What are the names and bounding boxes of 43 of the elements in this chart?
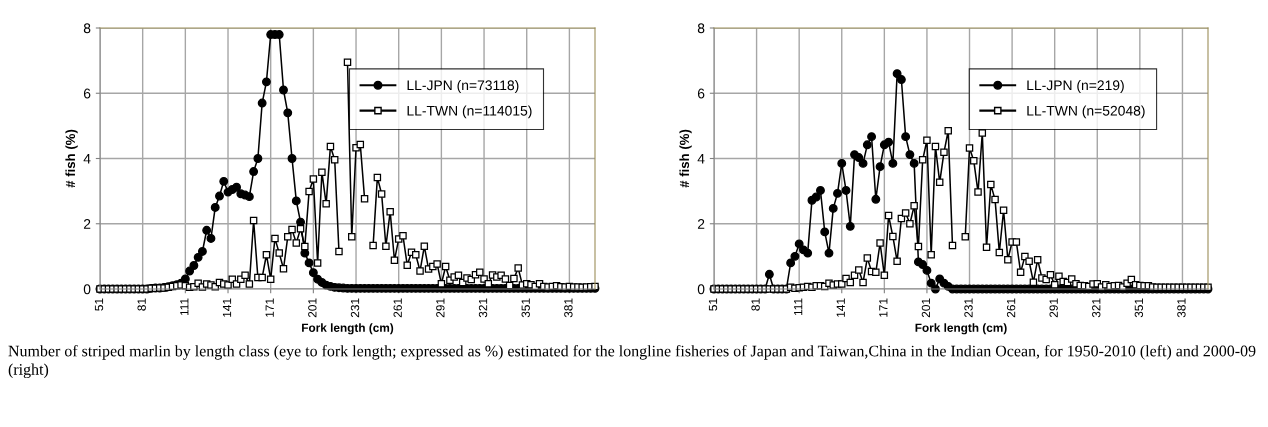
y-tick-label: 0 xyxy=(83,284,91,295)
x-tick-label: 81 xyxy=(751,298,760,311)
x-tick-label: 171 xyxy=(879,298,888,317)
text: Number of striped marlin by length class (eye to fork length; expressed as %) estimated for the longline fisheries of Japan and Taiwan,China in the Indian Ocean, for 1950-2010 (left) and 2000-09 (right) xyxy=(8,345,1256,379)
x-tick-label: 111 xyxy=(180,298,189,316)
legend-label: LL-TWN (n=52048) xyxy=(1027,105,1145,119)
x-tick-label: 231 xyxy=(350,298,360,318)
y-tick-label: 8 xyxy=(83,23,91,34)
x-tick-label: 351 xyxy=(521,298,530,318)
legend-label: LL-JPN (n=219) xyxy=(1027,79,1124,93)
y-tick-label: 2 xyxy=(83,219,91,229)
y-tick-label: 4 xyxy=(83,153,91,164)
x-tick-label: 141 xyxy=(222,298,232,317)
x-tick-label: 261 xyxy=(393,298,402,318)
y-axis-title: # fish (%) xyxy=(679,129,692,188)
x-axis-title: Fork length (cm) xyxy=(915,323,1007,335)
x-tick-label: 351 xyxy=(1134,298,1144,318)
y-tick-label: 6 xyxy=(697,88,705,99)
x-tick-label: 111 xyxy=(794,298,803,316)
y-tick-label: 4 xyxy=(697,153,705,164)
x-tick-label: 81 xyxy=(137,298,146,311)
y-tick-label: 6 xyxy=(83,88,91,99)
x-tick-label: 51 xyxy=(708,298,718,311)
x-tick-label: 201 xyxy=(308,298,317,318)
y-tick-label: 0 xyxy=(697,284,705,295)
x-axis-title: Fork length (cm) xyxy=(302,323,394,335)
legend-label: LL-JPN (n=73118) xyxy=(407,79,519,93)
x-tick-label: 141 xyxy=(836,298,845,317)
x-tick-label: 321 xyxy=(1092,298,1101,318)
legend-label: LL-TWN (n=114015) xyxy=(407,105,532,119)
y-axis-title: # fish (%) xyxy=(65,129,78,188)
x-tick-label: 261 xyxy=(1006,298,1016,318)
x-tick-label: 231 xyxy=(964,298,973,318)
x-tick-label: 321 xyxy=(478,298,488,318)
y-tick-label: 8 xyxy=(697,23,705,34)
y-tick-label: 2 xyxy=(697,219,705,229)
x-tick-label: 201 xyxy=(921,298,931,318)
x-tick-label: 171 xyxy=(265,298,274,317)
x-tick-label: 381 xyxy=(1177,298,1186,318)
x-tick-label: 51 xyxy=(94,298,104,311)
x-tick-label: 291 xyxy=(436,298,445,318)
x-tick-label: 291 xyxy=(1049,298,1058,318)
x-tick-label: 381 xyxy=(564,298,573,318)
